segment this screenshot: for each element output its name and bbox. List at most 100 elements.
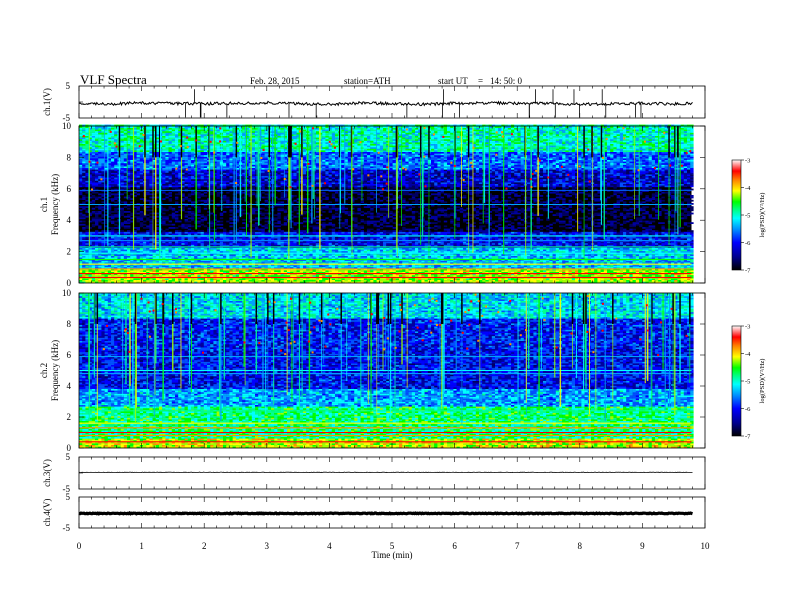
spectrogram-cell	[651, 268, 656, 271]
spectrogram-cell	[479, 257, 483, 260]
spectrogram-cell	[315, 244, 320, 247]
spectrogram-cell	[626, 251, 630, 253]
spectrogram-cell	[434, 281, 438, 284]
spectrogram-cell	[674, 271, 678, 274]
spectrogram-cell	[613, 257, 617, 260]
spectrogram-cell	[338, 278, 342, 280]
spectrogram-cell	[648, 279, 652, 282]
spectrogram-cell	[658, 281, 662, 284]
spectrogram-cell	[453, 243, 457, 245]
spectrogram-cell	[488, 273, 492, 276]
spectrogram-cell	[328, 255, 332, 258]
spectrogram-cell	[399, 247, 403, 250]
spectrogram-cell	[223, 278, 227, 280]
spectrogram-cell	[632, 260, 636, 263]
spectrogram-cell	[504, 257, 508, 260]
spectrogram-cell	[613, 273, 617, 276]
spectrogram-cell	[373, 260, 377, 263]
spectrogram-cell	[79, 273, 83, 276]
spectrogram-cell	[645, 265, 649, 268]
spectrogram-cell	[661, 275, 665, 277]
spectrogram-cell	[197, 265, 201, 268]
spectrogram-cell	[485, 260, 489, 263]
spectrogram-cell	[309, 244, 313, 247]
spectrogram-cell	[264, 262, 268, 264]
spectrogram-cell	[146, 281, 150, 284]
spectrogram-cell	[642, 279, 646, 282]
spectrogram-cell	[235, 268, 240, 271]
spectrogram-cell	[232, 254, 236, 256]
spectrogram-cell	[562, 270, 566, 272]
spectrogram-cell	[155, 254, 160, 256]
spectrogram-cell	[255, 262, 259, 264]
spectrogram-cell	[197, 278, 201, 280]
spectrogram-cell	[658, 243, 662, 245]
spectrogram-cell	[322, 244, 326, 247]
spectrogram-cell	[203, 249, 208, 252]
spectrogram-cell	[584, 265, 588, 268]
spectrogram-cell	[456, 260, 460, 263]
spectrogram-cell	[667, 255, 672, 258]
spectrogram-cell	[635, 271, 640, 274]
spectrogram-cell	[79, 262, 83, 264]
spectrogram-cell	[645, 244, 649, 247]
spectrogram-cell	[181, 278, 185, 280]
spectrogram-cell	[207, 257, 211, 260]
spectrogram-cell	[392, 270, 396, 272]
spectrogram-cell	[408, 271, 412, 274]
spectrogram-cell	[392, 241, 396, 244]
spectrogram-cell	[203, 260, 208, 263]
spectrogram-cell	[523, 267, 528, 269]
spectrogram-cell	[357, 278, 361, 280]
spectrogram-cell	[514, 278, 518, 280]
spectrogram-cell	[175, 262, 179, 264]
spectrogram-cell	[331, 268, 336, 271]
spectrogram-cell	[152, 257, 156, 260]
spectrogram-cell	[421, 244, 425, 247]
spectrogram-cell	[383, 251, 387, 253]
spectrogram-cell	[424, 281, 428, 284]
spectrogram-cell	[648, 271, 652, 274]
spectrogram-cell	[200, 281, 204, 284]
spectrogram-cell	[130, 278, 134, 280]
spectrogram-cell	[271, 260, 275, 263]
spectrogram-cell	[421, 249, 425, 252]
spectrogram-cell	[658, 257, 662, 260]
spectrogram-cell	[245, 244, 249, 247]
spectrogram-cell	[581, 273, 585, 276]
chart-title: VLF Spectra	[80, 72, 147, 88]
spectrogram-cell	[162, 254, 166, 256]
spectrogram-cell	[581, 279, 585, 282]
spectrogram-cell	[322, 279, 326, 282]
spectrogram-cell	[392, 275, 396, 277]
spectrogram-cell	[152, 278, 156, 280]
spectrogram-cell	[143, 281, 147, 284]
spectrogram-cell	[379, 249, 384, 252]
spectrogram-cell	[296, 260, 300, 263]
spectrogram-cell	[594, 281, 598, 284]
spectrogram-cell	[552, 255, 556, 258]
spectrogram-cell	[293, 243, 297, 245]
spectrogram-cell	[504, 244, 508, 247]
spectrogram-cell	[216, 255, 220, 258]
spectrogram-cell	[315, 260, 320, 263]
spectrogram-cell	[613, 249, 617, 252]
spectrogram-cell	[344, 273, 348, 276]
spectrogram-cell	[354, 251, 358, 253]
spectrogram-cell	[552, 265, 556, 268]
spectrogram-cell	[280, 241, 284, 244]
spectrogram-cell	[463, 257, 467, 260]
spectrogram-cell	[133, 271, 137, 274]
spectrogram-cell	[626, 255, 630, 258]
spectrogram-cell	[533, 243, 537, 245]
spectrogram-cell	[466, 262, 470, 264]
spectrogram-cell	[386, 255, 390, 258]
spectrogram-cell	[248, 273, 252, 276]
spectrogram-cell	[82, 267, 86, 269]
spectrogram-cell	[271, 275, 275, 277]
spectrogram-cell	[149, 265, 153, 268]
spectrogram-cell	[437, 265, 441, 268]
spectrogram-cell	[293, 251, 297, 253]
spectrogram-cell	[658, 279, 662, 282]
spectrogram-cell	[386, 244, 390, 247]
